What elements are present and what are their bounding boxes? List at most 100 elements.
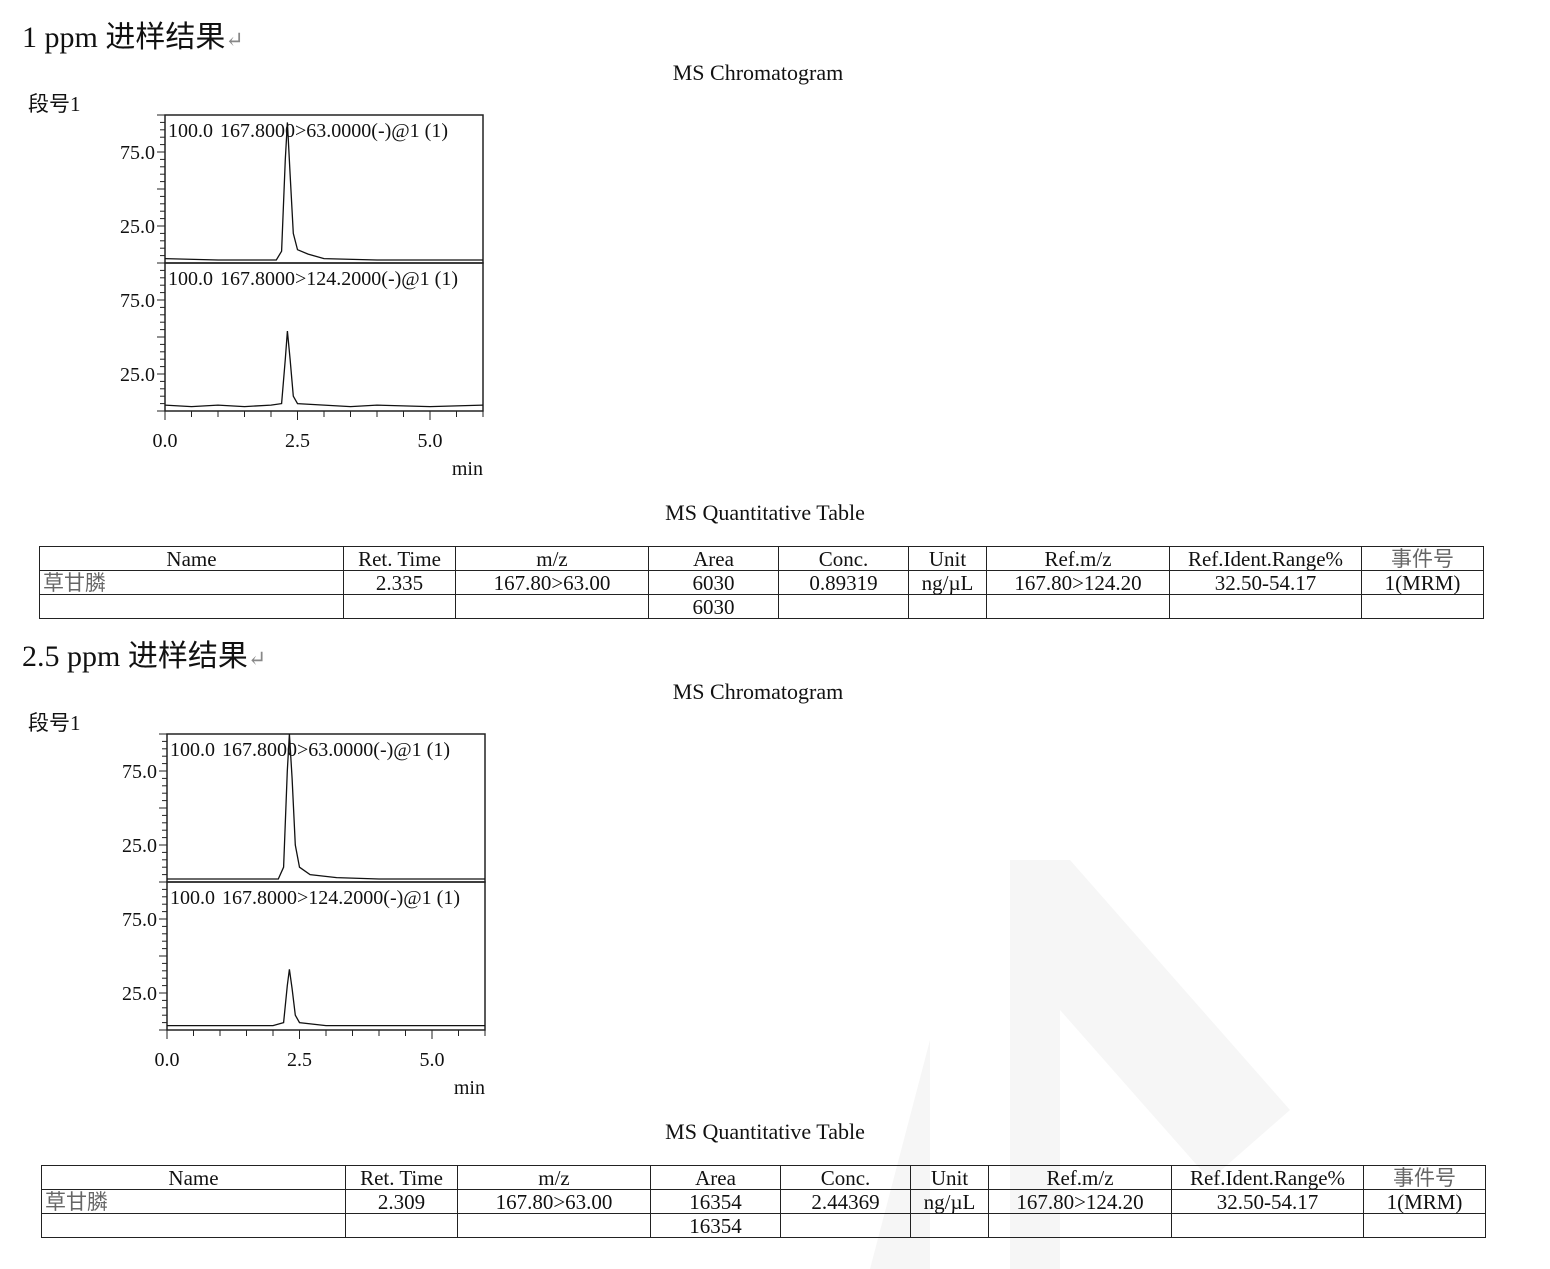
- table-cell: [455, 594, 649, 619]
- table-cell: [780, 1213, 911, 1238]
- column-header: Conc.: [780, 1165, 911, 1190]
- table-header-row: Name Ret. Time m/z Area Conc. Unit Ref.m/z Ref.…: [41, 1165, 1486, 1190]
- table-cell: [986, 594, 1170, 619]
- column-header: 事件号: [1361, 546, 1484, 571]
- table-cell: [778, 594, 909, 619]
- quant-table-title: MS Quantitative Table: [665, 1119, 865, 1144]
- panel-max-label: 100.0: [170, 739, 215, 761]
- table-cell: 16354: [650, 1213, 781, 1238]
- column-header: Unit: [910, 1165, 989, 1190]
- table-cell: 2.335: [343, 570, 456, 595]
- table-cell: 167.80>124.20: [986, 570, 1170, 595]
- section-1ppm: 1 ppm 进样结果↵ MS Chromatogram 段号1 75.0 25.0…: [0, 0, 1550, 620]
- table-cell: 2.44369: [780, 1189, 911, 1214]
- column-header: Ret. Time: [343, 546, 456, 571]
- column-header: Ref.m/z: [988, 1165, 1172, 1190]
- table-cell: 0.89319: [778, 570, 909, 595]
- trace-line: [164, 331, 484, 408]
- table-cell: 6030: [648, 594, 779, 619]
- column-header: Area: [650, 1165, 781, 1190]
- column-header: m/z: [455, 546, 649, 571]
- heading-text: 1 ppm 进样结果: [22, 21, 226, 54]
- table-cell: 1(MRM): [1361, 570, 1484, 595]
- quant-table-title: MS Quantitative Table: [665, 500, 865, 525]
- column-header: Ref.Ident.Range%: [1169, 546, 1362, 571]
- x-axis-label: min: [454, 1077, 485, 1099]
- column-header: Area: [648, 546, 779, 571]
- panel-max-label: 100.0: [170, 887, 215, 909]
- table-cell: 2.309: [345, 1189, 458, 1214]
- column-header: Ref.Ident.Range%: [1171, 1165, 1364, 1190]
- table-cell: [1169, 594, 1362, 619]
- y-tick-label: 75.0: [122, 909, 157, 931]
- table-cell: [39, 594, 344, 619]
- column-header: Ref.m/z: [986, 546, 1170, 571]
- table-cell: ng/µL: [908, 570, 987, 595]
- column-header: Name: [39, 546, 344, 571]
- table-cell: 草甘膦: [41, 1189, 346, 1214]
- panel-max-label: 100.0: [168, 268, 213, 290]
- table-cell: [457, 1213, 651, 1238]
- trace-label: 167.8000>63.0000(-)@1 (1): [220, 120, 448, 142]
- segment-label: 段号1: [28, 711, 81, 735]
- x-tick-label: 0.0: [155, 1049, 180, 1071]
- table-cell: 167.80>63.00: [457, 1189, 651, 1214]
- table-cell: [1361, 594, 1484, 619]
- section-heading: 2.5 ppm 进样结果↵: [22, 631, 266, 675]
- y-tick-label: 25.0: [120, 216, 155, 238]
- table-cell: [345, 1213, 458, 1238]
- return-mark: ↵: [225, 27, 244, 52]
- y-tick-label: 75.0: [122, 761, 157, 783]
- y-tick-label: 25.0: [122, 835, 157, 857]
- trace-line: [167, 969, 485, 1027]
- chromatogram-chart: 75.0 25.0 100.0 167.8000>63.0000(-)@1 (1) 75…: [120, 114, 484, 480]
- x-axis-label: min: [452, 458, 483, 480]
- heading-text: 2.5 ppm 进样结果: [22, 640, 248, 673]
- section-2-5ppm: 2.5 ppm 进样结果↵ MS Chromatogram 段号1 75.0 25…: [0, 619, 1550, 1239]
- x-tick-label: 5.0: [420, 1049, 445, 1071]
- panel-max-label: 100.0: [168, 120, 213, 142]
- table-cell: ng/µL: [910, 1189, 989, 1214]
- y-tick-label: 75.0: [120, 290, 155, 312]
- table-cell: 6030: [648, 570, 779, 595]
- column-header: Conc.: [778, 546, 909, 571]
- trace-label: 167.8000>124.2000(-)@1 (1): [220, 268, 458, 290]
- table-cell: [1171, 1213, 1364, 1238]
- y-tick-label: 25.0: [120, 364, 155, 386]
- y-tick-label: 25.0: [122, 983, 157, 1005]
- trace-label: 167.8000>124.2000(-)@1 (1): [222, 887, 460, 909]
- table-cell: [343, 594, 456, 619]
- y-tick-label: 75.0: [120, 142, 155, 164]
- column-header: 事件号: [1363, 1165, 1486, 1190]
- table-cell: 草甘膦: [39, 570, 344, 595]
- table-cell: [908, 594, 987, 619]
- table-cell: [1363, 1213, 1486, 1238]
- return-mark: ↵: [247, 646, 267, 671]
- table-row: 6030: [39, 594, 1484, 619]
- chromatogram-title: MS Chromatogram: [672, 679, 844, 704]
- table-cell: [988, 1213, 1172, 1238]
- chromatogram-chart: 75.0 25.0 100.0 167.8000>63.0000(-)@1 (1) 75…: [122, 733, 486, 1099]
- column-header: m/z: [457, 1165, 651, 1190]
- trace-label: 167.8000>63.0000(-)@1 (1): [222, 739, 450, 761]
- segment-label: 段号1: [28, 92, 81, 116]
- section-heading: 1 ppm 进样结果↵: [22, 12, 244, 56]
- quant-table: Name Ret. Time m/z Area Conc. Unit Ref.m/z Ref.…: [39, 546, 1484, 619]
- column-header: Ret. Time: [345, 1165, 458, 1190]
- table-row: 草甘膦 2.309 167.80>63.00 16354 2.44369 ng/µL 167…: [41, 1189, 1486, 1214]
- table-cell: [910, 1213, 989, 1238]
- trace-line: [167, 733, 485, 880]
- quant-table: Name Ret. Time m/z Area Conc. Unit Ref.m/z Ref.…: [41, 1165, 1486, 1238]
- table-cell: 1(MRM): [1363, 1189, 1486, 1214]
- trace-line: [164, 122, 483, 261]
- table-row: 草甘膦 2.335 167.80>63.00 6030 0.89319 ng/µL 167.…: [39, 570, 1484, 595]
- table-cell: 16354: [650, 1189, 781, 1214]
- table-header-row: Name Ret. Time m/z Area Conc. Unit Ref.m/z Ref.…: [39, 546, 1484, 571]
- table-cell: 32.50-54.17: [1171, 1189, 1364, 1214]
- table-cell: 167.80>124.20: [988, 1189, 1172, 1214]
- x-tick-label: 2.5: [287, 1049, 312, 1071]
- x-tick-label: 0.0: [153, 430, 178, 452]
- chromatogram-title: MS Chromatogram: [672, 60, 844, 85]
- x-tick-label: 5.0: [418, 430, 443, 452]
